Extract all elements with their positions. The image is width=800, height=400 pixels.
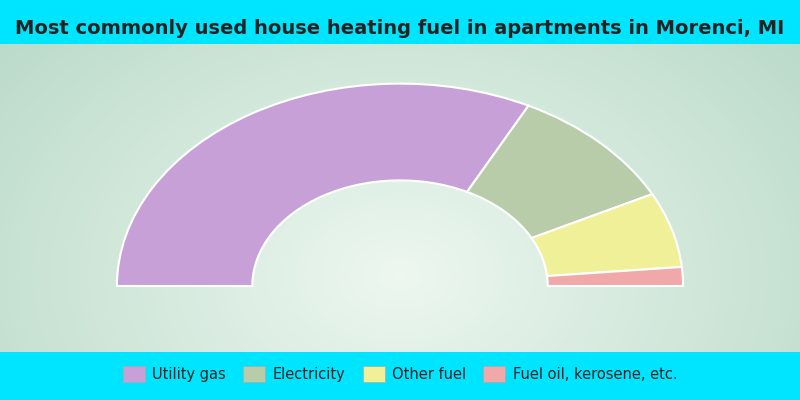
Wedge shape — [547, 267, 683, 286]
Wedge shape — [117, 84, 529, 286]
Wedge shape — [531, 194, 682, 276]
Text: Most commonly used house heating fuel in apartments in Morenci, MI: Most commonly used house heating fuel in… — [15, 19, 785, 38]
Wedge shape — [467, 106, 652, 238]
Legend: Utility gas, Electricity, Other fuel, Fuel oil, kerosene, etc.: Utility gas, Electricity, Other fuel, Fu… — [117, 360, 683, 388]
